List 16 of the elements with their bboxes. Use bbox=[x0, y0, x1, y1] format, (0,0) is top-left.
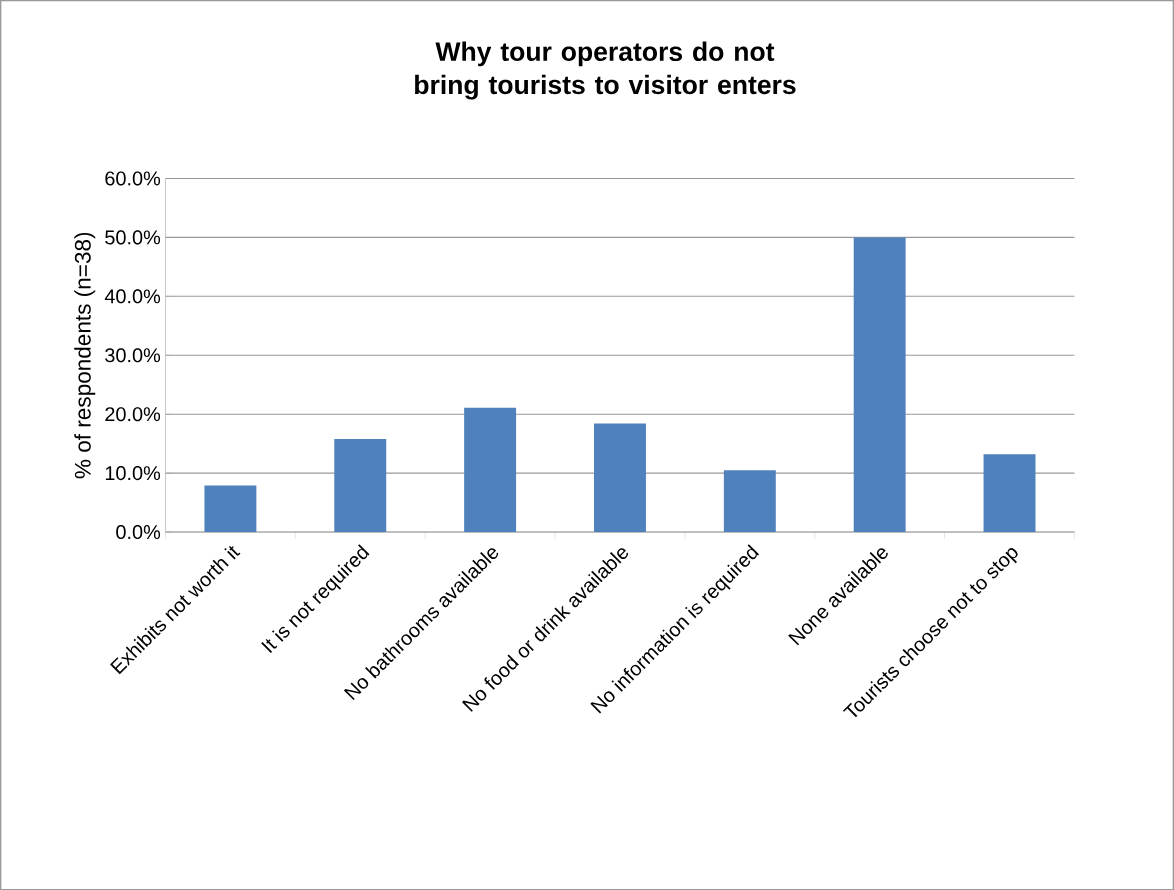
y-tick-label: 40.0% bbox=[104, 289, 161, 304]
bar bbox=[464, 407, 517, 532]
y-tick-label: 10.0% bbox=[105, 465, 161, 480]
y-tick-label: 60.0% bbox=[105, 171, 161, 186]
bar bbox=[594, 423, 646, 532]
y-tick-label: 20.0% bbox=[105, 406, 161, 422]
y-axis-title: % of respondents (n=38) bbox=[74, 232, 96, 479]
bar bbox=[204, 485, 257, 532]
y-tick-label: 0.0% bbox=[116, 524, 161, 539]
y-tick-label: 50.0% bbox=[105, 230, 161, 245]
chart-title: Why tour operators do not bring tourists to visitor enters bbox=[415, 41, 796, 100]
bar bbox=[853, 237, 906, 532]
bar bbox=[983, 454, 1036, 532]
bar bbox=[334, 438, 387, 532]
bar bbox=[723, 470, 776, 532]
y-tick-label: 30.0% bbox=[105, 348, 161, 363]
